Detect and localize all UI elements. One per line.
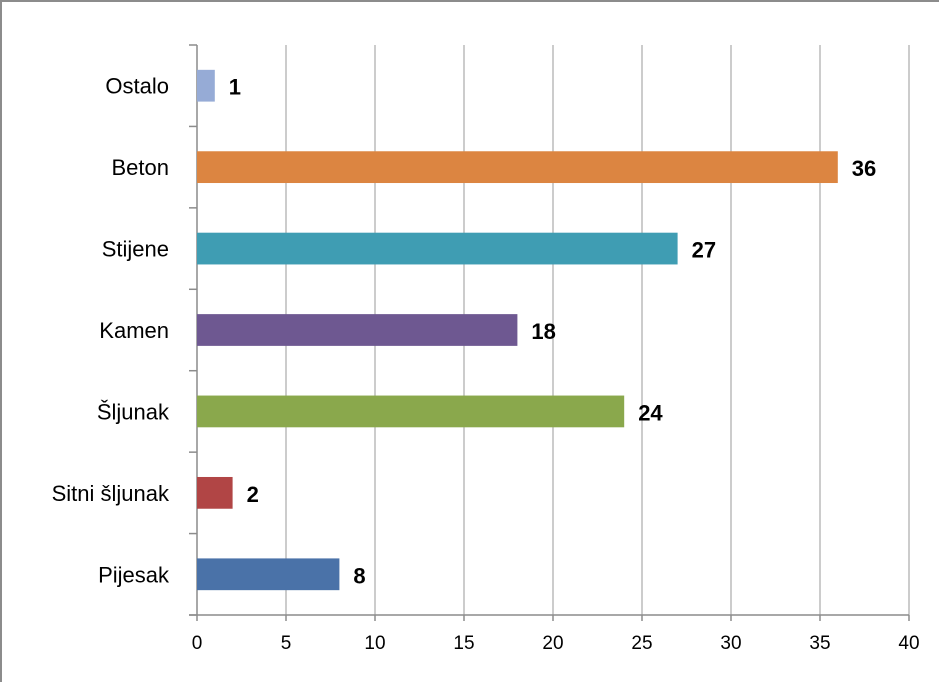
- x-tick-label: 35: [809, 633, 830, 654]
- category-label: Sitni šljunak: [52, 481, 170, 506]
- x-tick-label: 40: [898, 633, 919, 654]
- data-label: 24: [638, 400, 663, 425]
- data-label: 18: [531, 319, 555, 344]
- x-tick-label: 0: [192, 633, 203, 654]
- x-tick-label: 15: [453, 633, 474, 654]
- bar-1: [197, 558, 340, 591]
- x-tick-label: 30: [720, 633, 741, 654]
- bar-6: [197, 151, 838, 184]
- bar-4: [197, 314, 518, 346]
- category-label: Beton: [112, 155, 170, 180]
- labels: 0 5 10 15 20 25 30 35 40 Pijesak 8 Sitni šljunak 2 Šl…: [52, 74, 920, 654]
- bar-2: [197, 476, 233, 509]
- bar-3: [197, 395, 625, 428]
- x-tick-label: 25: [631, 633, 652, 654]
- bars: [197, 69, 838, 591]
- x-tick-label: 20: [542, 633, 563, 654]
- category-label: Pijesak: [98, 562, 170, 587]
- category-label: Kamen: [99, 318, 169, 343]
- x-tick-label: 10: [364, 633, 385, 654]
- data-label: 2: [247, 482, 259, 507]
- data-label: 27: [692, 238, 716, 263]
- category-label: Ostalo: [105, 74, 169, 99]
- category-label: Stijene: [102, 237, 169, 262]
- x-tick-label: 5: [281, 633, 292, 654]
- data-label: 1: [229, 75, 241, 100]
- data-label: 36: [852, 156, 876, 181]
- data-label: 8: [353, 563, 365, 588]
- bar-5: [197, 232, 678, 265]
- bar-7: [197, 69, 215, 102]
- category-label: Šljunak: [97, 399, 170, 424]
